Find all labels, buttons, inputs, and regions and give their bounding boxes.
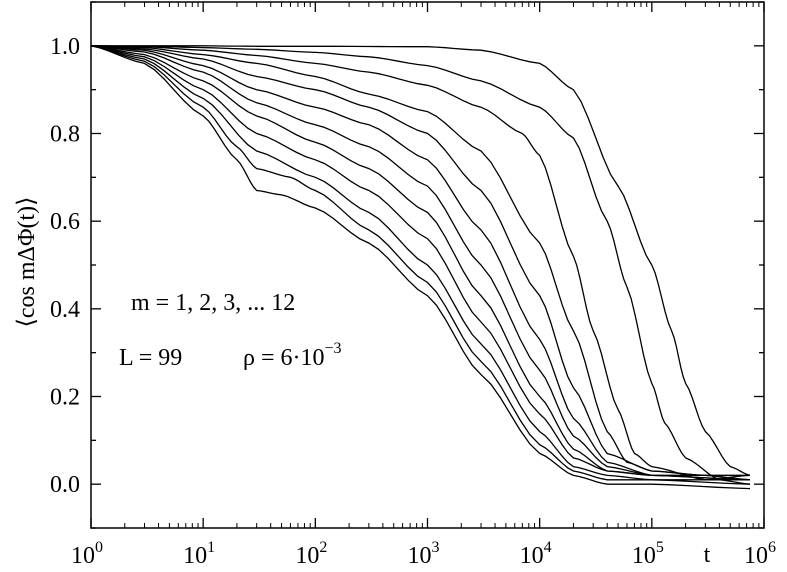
annotation-l-value: L = 99 [119, 345, 182, 371]
x-tick-label: 100 [71, 539, 103, 569]
series-line-m9 [90, 45, 751, 481]
series-line-m5 [90, 45, 750, 477]
y-tick-label: 0.2 [50, 385, 80, 411]
x-axis-label: t [704, 542, 711, 568]
x-tick-label: 104 [520, 539, 552, 569]
x-tick-label: 105 [632, 539, 664, 569]
annotation-rho-value: ρ = 6·10−3 [243, 340, 342, 371]
series-line-m11 [90, 45, 751, 485]
series-line-m2 [90, 45, 751, 485]
series-line-m1 [91, 45, 751, 477]
series-line-m12 [90, 45, 751, 490]
y-tick-label: 0.0 [50, 472, 80, 498]
y-tick-label: 0.6 [50, 209, 80, 235]
x-tick-label: 101 [183, 539, 215, 569]
series-line-m7 [90, 45, 751, 481]
y-tick-label: 0.8 [50, 122, 80, 148]
y-tick-label: 1.0 [50, 34, 80, 60]
x-tick-label: 102 [295, 539, 327, 569]
x-tick-label: 103 [408, 539, 440, 569]
series-line-m10 [90, 45, 750, 481]
annotation-rho-exponent: −3 [325, 340, 342, 357]
series-line-m3 [90, 45, 751, 481]
annotation-m-values: m = 1, 2, 3, ... 12 [131, 290, 295, 316]
y-tick-label: 0.4 [50, 297, 80, 323]
tick-layer: 100 101 102 103 104 105 106 0.0 0.2 0.4 0.6 0.8 1.0 [50, 1, 776, 569]
y-axis-label: ⟨cos mΔΦ(t)⟩ [14, 196, 40, 327]
series-layer [90, 45, 751, 490]
x-tick-label: 106 [744, 539, 776, 569]
